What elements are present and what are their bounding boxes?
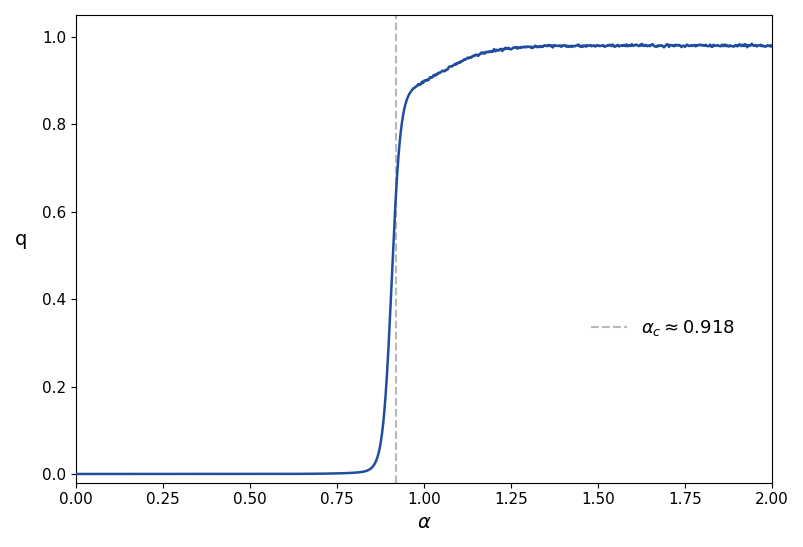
Y-axis label: q: q [15,230,27,249]
Legend: $\alpha_c \approx 0.918$: $\alpha_c \approx 0.918$ [583,311,741,346]
X-axis label: $\alpha$: $\alpha$ [416,513,431,532]
